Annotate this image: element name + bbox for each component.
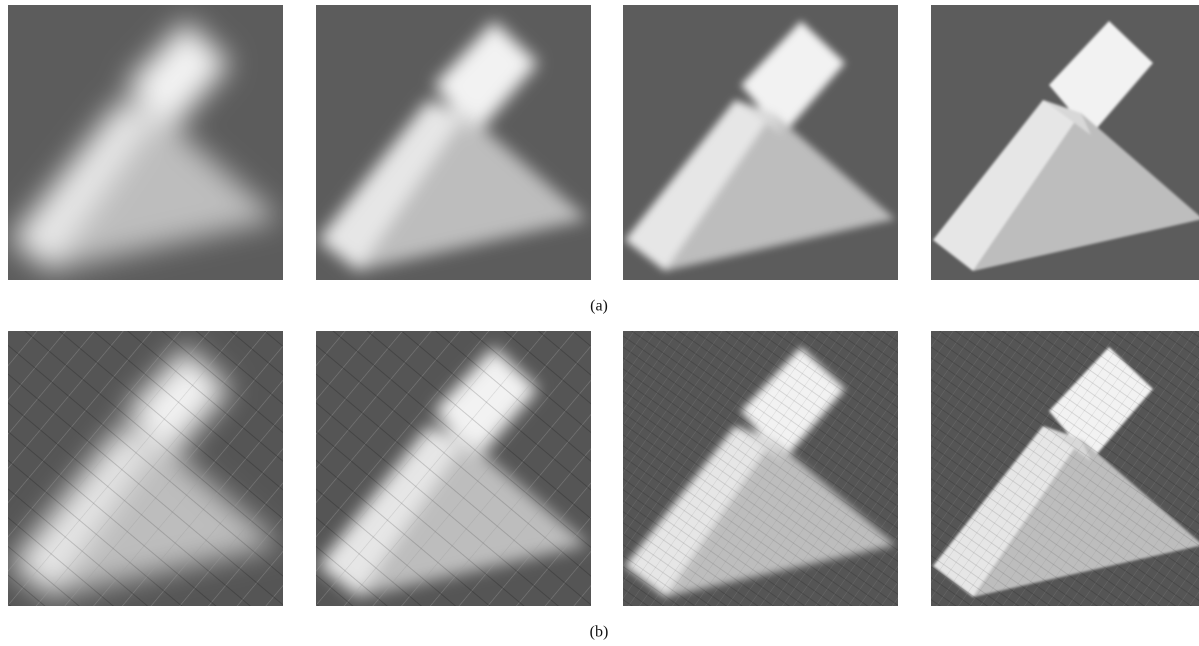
image-panel xyxy=(8,331,283,606)
figure: (a) (b) xyxy=(0,0,1199,646)
artifact-overlay xyxy=(931,331,1199,606)
row-label: (b) xyxy=(590,624,609,641)
artifact-overlay xyxy=(8,331,283,606)
image-panel xyxy=(316,5,591,280)
image-panel xyxy=(931,331,1199,606)
artifact-overlay xyxy=(623,331,898,606)
artifact-overlay xyxy=(316,331,591,606)
image-panel xyxy=(316,331,591,606)
image-panel xyxy=(623,331,898,606)
image-panel xyxy=(623,5,898,280)
image-panel xyxy=(8,5,283,280)
image-panel xyxy=(931,5,1199,280)
row-label: (a) xyxy=(590,298,608,315)
